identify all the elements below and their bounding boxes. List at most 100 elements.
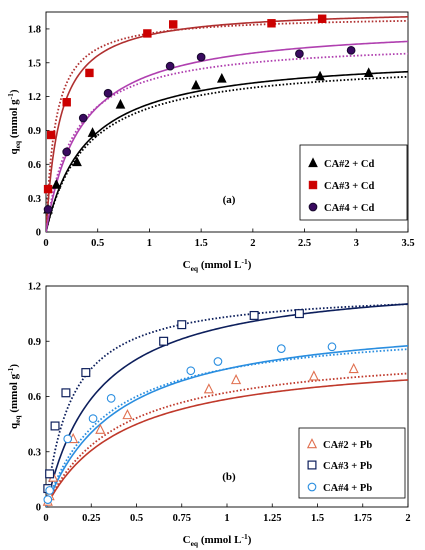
y-tick-label: 1.8	[28, 25, 41, 36]
x-tick-label: 0	[43, 238, 48, 249]
x-tick-label: 0.5	[130, 513, 143, 524]
y-tick-label: 0.9	[28, 126, 41, 137]
y-axis-label-part-1: eq	[13, 140, 22, 148]
y-axis-label: qeq (mmol g-1)	[6, 89, 22, 154]
x-tick-label: 1	[224, 513, 229, 524]
legend-label-ca-3-pb: CA#3 + Pb	[323, 461, 372, 472]
legend-marker-ca-2-cd	[308, 157, 318, 168]
point-ca-4-pb	[106, 393, 116, 403]
legend-marker-ca-4-pb	[307, 482, 317, 492]
point-ca-3-pb	[81, 368, 91, 378]
y-axis-label-part-3: -1	[6, 367, 15, 373]
x-axis-label-part-2: (mmol L	[198, 259, 241, 271]
x-tick-label: 1.75	[354, 513, 372, 524]
fit-curve-ca-4-cd-solid	[46, 40, 408, 232]
fit-curve-ca-3-pb-solid	[46, 303, 408, 507]
point-ca-4-cd	[196, 52, 206, 62]
point-ca-3-pb	[177, 320, 187, 330]
point-ca-4-pb	[63, 434, 73, 444]
point-ca-3-pb	[159, 336, 169, 346]
chart-panel-a: 0 0.5 1 1.5 2 2.5 3 3.5 0 0.3 0.6 0.9 1.2 1.5 1.8 Ceq (…	[6, 11, 415, 273]
point-ca-4-cd	[346, 46, 356, 55]
point-ca-4-cd	[165, 61, 175, 71]
point-ca-2-cd	[191, 79, 201, 90]
y-axis-label-part-1: eq	[13, 415, 22, 423]
point-ca-4-pb	[186, 366, 196, 376]
x-tick-label: 2	[405, 513, 410, 524]
point-ca-3-pb	[50, 421, 60, 431]
y-axis-label-part-4: )	[8, 364, 20, 368]
legend-label-ca-2-cd: CA#2 + Cd	[324, 159, 374, 170]
y-axis-label-part-0: q	[8, 148, 20, 155]
point-ca-2-pb	[308, 370, 319, 381]
fit-curve-ca-3-cd-solid	[46, 16, 408, 232]
y-tick-label: 0.6	[28, 160, 41, 171]
point-ca-2-pb	[95, 423, 106, 434]
point-ca-3-cd	[317, 14, 327, 23]
x-tick-label: 0	[43, 513, 48, 524]
legend-label-ca-3-cd: CA#3 + Cd	[324, 181, 374, 192]
x-tick-label: 2.5	[298, 238, 311, 249]
x-axis-label-part-4: )	[248, 534, 252, 546]
y-axis-label-part-2: (mmol g	[8, 99, 20, 141]
legend-marker-ca-2-pb	[306, 438, 318, 449]
fit-curve-ca-3-cd-dotted	[46, 19, 408, 232]
point-ca-4-pb	[276, 344, 286, 353]
point-ca-4-pb	[213, 357, 223, 366]
legend-label-ca-4-pb: CA#4 + Pb	[323, 483, 372, 494]
x-axis-label-part-1: eq	[191, 539, 199, 548]
x-tick-label: 3.5	[401, 238, 414, 249]
point-ca-3-cd	[43, 184, 53, 194]
x-tick-label: 0.5	[91, 238, 104, 249]
point-ca-2-pb	[203, 383, 214, 394]
y-axis-label-part-0: q	[8, 422, 20, 429]
y-tick-label: 0	[36, 503, 41, 514]
point-ca-2-cd	[115, 98, 126, 109]
plot-frame	[45, 11, 409, 233]
point-ca-2-cd	[72, 156, 82, 167]
fit-curve-ca-2-cd-dotted	[46, 75, 408, 232]
y-axis-label-part-2: (mmol g	[8, 373, 20, 415]
x-tick-label: 0.25	[82, 513, 100, 524]
x-axis-label-part-3: -1	[241, 257, 247, 266]
x-tick-label: 3	[354, 238, 359, 249]
x-axis-label: Ceq (mmol L-1)	[183, 532, 252, 548]
x-axis-label-part-1: eq	[191, 264, 199, 273]
panel-label: (b)	[222, 471, 236, 483]
panel-label: (a)	[223, 194, 236, 206]
point-ca-3-pb	[249, 310, 259, 320]
y-axis-label-part-3: -1	[6, 93, 15, 99]
point-ca-3-cd	[267, 19, 276, 28]
x-tick-label: 2	[250, 238, 255, 249]
fit-curve-ca-4-pb-dotted	[46, 348, 408, 507]
x-tick-label: 1	[147, 238, 152, 249]
y-tick-label: 0.6	[28, 392, 41, 403]
y-tick-label: 0	[36, 228, 41, 239]
point-ca-2-cd	[51, 179, 62, 189]
point-ca-4-cd	[78, 113, 88, 123]
point-ca-4-pb	[327, 342, 337, 352]
point-ca-4-pb	[43, 495, 53, 504]
x-tick-label: 1.5	[195, 238, 208, 249]
point-ca-4-cd	[103, 88, 113, 98]
x-axis-label: Ceq (mmol L-1)	[183, 257, 252, 273]
point-ca-2-cd	[216, 72, 227, 83]
legend-box	[299, 144, 408, 221]
point-ca-3-pb	[45, 469, 55, 479]
point-ca-4-cd	[295, 49, 304, 59]
point-ca-3-cd	[169, 20, 178, 29]
fit-curve-ca-2-pb-solid	[46, 379, 408, 507]
x-axis-label-part-2: (mmol L	[198, 534, 241, 546]
point-ca-3-pb	[294, 309, 304, 319]
point-ca-3-cd	[85, 68, 94, 78]
x-axis-label-part-0: C	[183, 534, 191, 546]
fit-curve-ca-2-cd-solid	[46, 70, 408, 232]
y-tick-label: 0.3	[28, 194, 41, 205]
y-tick-label: 1.2	[28, 92, 41, 103]
point-ca-2-pb	[230, 373, 242, 385]
point-ca-2-cd	[315, 70, 325, 81]
point-ca-2-pb	[122, 408, 133, 420]
point-ca-2-pb	[348, 362, 359, 374]
x-tick-label: 0.75	[173, 513, 191, 524]
legend-box	[298, 427, 406, 499]
